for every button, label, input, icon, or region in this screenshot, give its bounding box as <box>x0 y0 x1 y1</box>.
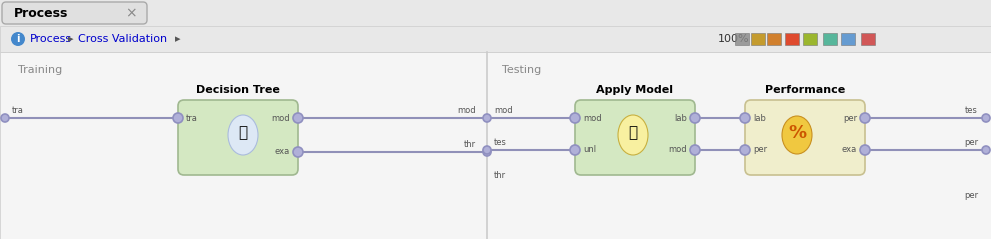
Text: per: per <box>753 146 767 154</box>
Text: unl: unl <box>583 146 597 154</box>
Text: Decision Tree: Decision Tree <box>196 85 279 95</box>
Text: Cross Validation: Cross Validation <box>78 34 167 44</box>
Text: tes: tes <box>494 138 506 147</box>
Ellipse shape <box>228 115 258 155</box>
Text: mod: mod <box>583 114 602 123</box>
Text: tes: tes <box>965 106 978 115</box>
Text: Testing: Testing <box>502 65 541 75</box>
Text: exa: exa <box>841 146 857 154</box>
Text: tra: tra <box>186 114 198 123</box>
Text: mod: mod <box>272 114 290 123</box>
Text: 💡: 💡 <box>239 125 248 141</box>
FancyBboxPatch shape <box>575 100 695 175</box>
Bar <box>0 26 991 52</box>
Text: per: per <box>964 191 978 200</box>
Text: lab: lab <box>753 114 766 123</box>
Text: Training: Training <box>18 65 62 75</box>
Bar <box>767 33 781 45</box>
Bar <box>735 33 749 45</box>
Text: exa: exa <box>275 147 290 157</box>
Circle shape <box>570 145 580 155</box>
Text: 💡: 💡 <box>628 125 637 141</box>
Text: per: per <box>964 138 978 147</box>
Circle shape <box>483 114 491 122</box>
Text: %: % <box>788 124 806 142</box>
Circle shape <box>293 113 303 123</box>
Circle shape <box>483 146 491 154</box>
Text: 100%: 100% <box>718 34 749 44</box>
Text: mod: mod <box>458 106 476 115</box>
Text: Process: Process <box>14 6 68 20</box>
Text: Process: Process <box>30 34 72 44</box>
Text: i: i <box>16 34 20 44</box>
Bar <box>803 33 817 45</box>
Text: Apply Model: Apply Model <box>597 85 674 95</box>
Circle shape <box>740 145 750 155</box>
Text: ▸: ▸ <box>175 34 180 44</box>
Text: mod: mod <box>668 146 687 154</box>
Circle shape <box>11 32 25 46</box>
Circle shape <box>570 113 580 123</box>
Bar <box>785 33 799 45</box>
FancyBboxPatch shape <box>745 100 865 175</box>
Text: lab: lab <box>674 114 687 123</box>
Bar <box>0 52 991 239</box>
Circle shape <box>1 114 9 122</box>
Circle shape <box>982 114 990 122</box>
Text: ▸: ▸ <box>68 34 73 44</box>
Text: Performance: Performance <box>765 85 845 95</box>
Bar <box>823 33 837 45</box>
Text: mod: mod <box>494 106 512 115</box>
Text: tra: tra <box>12 106 24 115</box>
Ellipse shape <box>782 116 812 154</box>
Bar <box>861 33 875 45</box>
FancyBboxPatch shape <box>178 100 298 175</box>
Circle shape <box>483 148 491 156</box>
Bar <box>841 33 855 45</box>
Ellipse shape <box>618 115 648 155</box>
Circle shape <box>690 145 700 155</box>
Text: ×: × <box>125 6 137 20</box>
Circle shape <box>982 146 990 154</box>
Text: per: per <box>843 114 857 123</box>
Text: thr: thr <box>464 140 476 149</box>
Circle shape <box>740 113 750 123</box>
Circle shape <box>860 113 870 123</box>
Text: thr: thr <box>494 171 506 180</box>
Circle shape <box>690 113 700 123</box>
Circle shape <box>860 145 870 155</box>
Bar <box>751 33 765 45</box>
FancyBboxPatch shape <box>2 2 147 24</box>
Circle shape <box>293 147 303 157</box>
Circle shape <box>173 113 183 123</box>
